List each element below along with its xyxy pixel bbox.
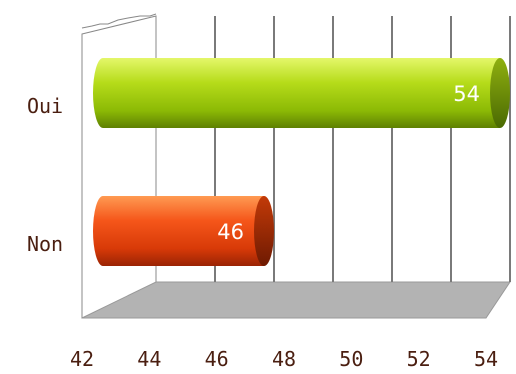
bar-end-cap	[490, 58, 510, 128]
bar-body	[93, 196, 264, 266]
category-label: Oui	[27, 94, 63, 118]
back-wall-edge	[81, 13, 157, 29]
x-tick-label: 54	[474, 347, 498, 371]
chart-floor	[81, 281, 511, 319]
category-label: Non	[27, 232, 63, 256]
x-tick-label: 52	[407, 347, 431, 371]
x-tick-label: 48	[272, 347, 296, 371]
data-label: 46	[217, 220, 244, 244]
bar-body	[93, 58, 500, 128]
bar-end-cap	[254, 196, 274, 266]
bars: 54 46	[93, 58, 510, 266]
x-tick-label: 44	[137, 347, 161, 371]
category-labels: Oui Non	[27, 94, 63, 256]
x-tick-label: 46	[205, 347, 229, 371]
bar-non: 46	[93, 196, 274, 266]
x-tick-label: 50	[339, 347, 363, 371]
x-axis-tick-labels: 42 44 46 48 50 52 54	[70, 347, 498, 371]
bar-oui: 54	[93, 58, 510, 128]
data-label: 54	[453, 82, 480, 106]
x-tick-label: 42	[70, 347, 94, 371]
